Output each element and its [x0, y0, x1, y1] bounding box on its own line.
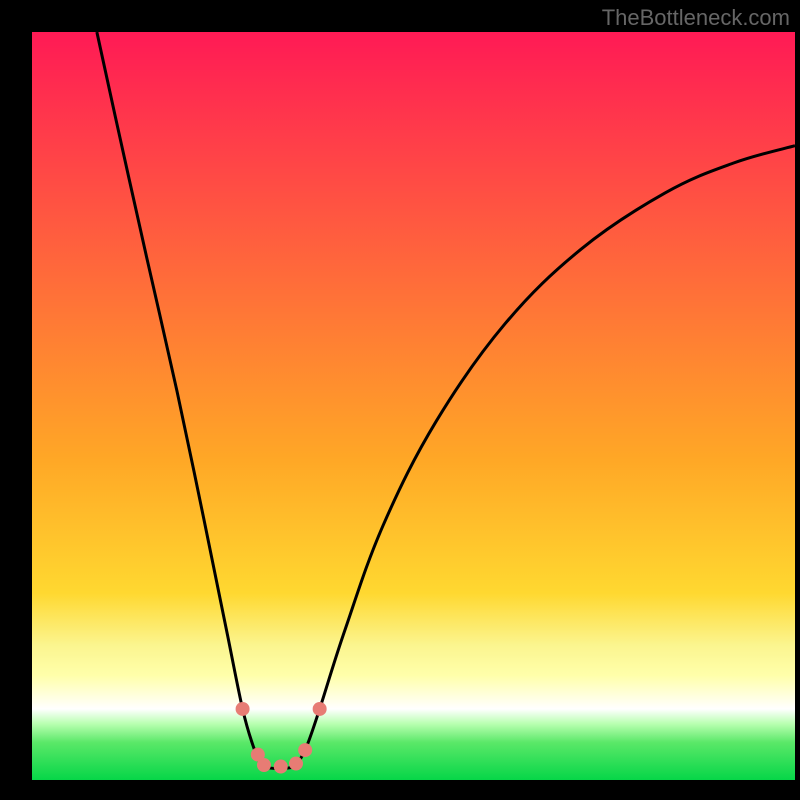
watermark-text: TheBottleneck.com [602, 5, 790, 31]
curve-right-branch [297, 146, 795, 765]
marker-dot [313, 702, 327, 716]
marker-dot [298, 743, 312, 757]
curve-left-branch [97, 32, 261, 765]
plot-gradient-area [32, 32, 795, 780]
marker-dot [289, 757, 303, 771]
marker-dot [236, 702, 250, 716]
marker-dot [257, 758, 271, 772]
marker-dot [274, 760, 288, 774]
curve-svg [32, 32, 795, 780]
